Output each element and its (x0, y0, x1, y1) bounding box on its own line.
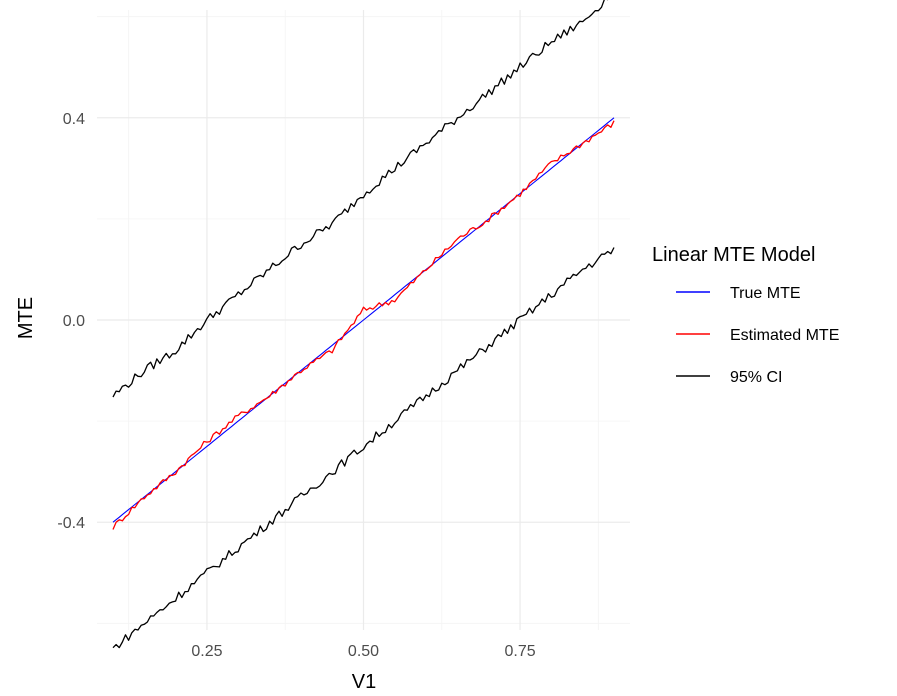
legend-title: Linear MTE Model (652, 244, 815, 266)
x-tick-label: 0.75 (504, 643, 535, 660)
x-axis-title: V1 (352, 671, 376, 693)
ci-upper-line (112, 0, 609, 398)
y-tick-label: -0.4 (57, 515, 85, 532)
legend: Linear MTE Model True MTE Estimated MTE 95… (652, 244, 839, 386)
series-layer (112, 0, 615, 649)
ci-lower-line (112, 247, 615, 649)
x-tick-labels: 0.25 0.50 0.75 (191, 643, 535, 660)
estimated-mte-line (112, 120, 615, 530)
y-tick-label: 0.0 (63, 313, 85, 330)
x-tick-label: 0.25 (191, 643, 222, 660)
legend-label: True MTE (730, 285, 801, 302)
y-tick-labels: -0.4 0.0 0.4 (57, 111, 85, 532)
legend-label: Estimated MTE (730, 327, 839, 344)
true-mte-line (112, 117, 615, 523)
legend-label: 95% CI (730, 369, 782, 386)
y-axis-title: MTE (15, 297, 37, 339)
x-tick-label: 0.50 (348, 643, 379, 660)
y-tick-label: 0.4 (63, 111, 85, 128)
